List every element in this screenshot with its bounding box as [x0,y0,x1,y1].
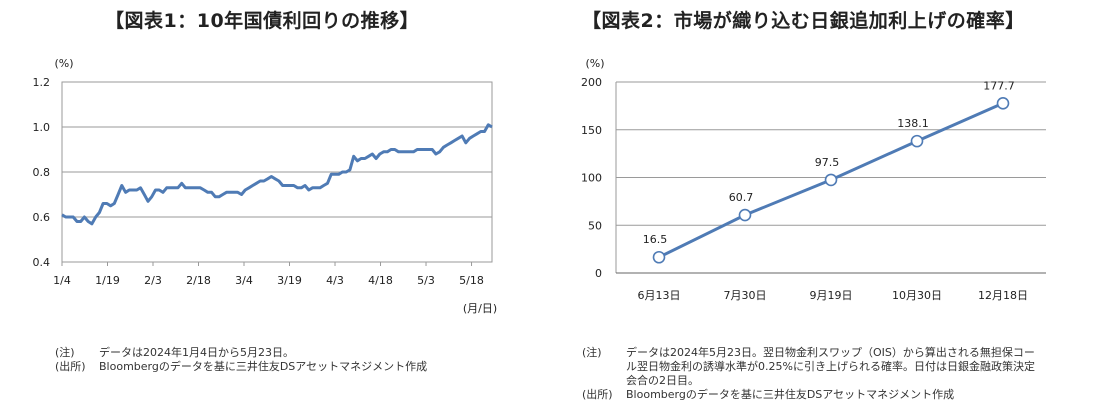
chart2-x-tick-label: 9月19日 [810,289,853,302]
chart2-x-tick-label: 7月30日 [724,289,767,302]
chart2-data-label: 97.5 [815,156,840,169]
chart1-x-tick-label: 5/3 [417,274,435,287]
chart2-source-row: (出所) Bloombergのデータを基に三井住友DSアセットマネジメント作成 [582,388,1042,402]
chart2-data-label: 16.5 [643,233,668,246]
chart2-data-label: 138.1 [897,117,929,130]
source-label: (出所) [582,388,613,401]
note-text: データは2024年1月4日から5月23日。 [99,346,294,359]
chart2-notes: (注) データは2024年5月23日。翌日物金利スワップ（OIS）から算出される… [582,346,1042,402]
chart1-note-row: (注) データは2024年1月4日から5月23日。 [55,346,495,360]
chart1-y-tick-label: 0.6 [33,211,51,224]
chart1-x-tick-label: 3/19 [277,274,302,287]
chart1-x-tick-label: 3/4 [235,274,253,287]
chart1-series-line [61,123,493,226]
chart2-y-tick-label: 0 [595,267,602,280]
note-text: データは2024年5月23日。翌日物金利スワップ（OIS）から算出される無担保コ… [626,346,1035,387]
chart1-notes: (注) データは2024年1月4日から5月23日。 (出所) Bloomberg… [55,346,495,374]
chart2-data-point [996,96,1010,110]
chart2-y-tick-label: 50 [588,219,602,232]
chart2-y-axis-unit: (%) [585,57,604,70]
chart2-data-point [824,173,838,187]
note-label: (注) [582,346,602,359]
chart2-x-tick-label: 6月13日 [638,289,681,302]
chart2-data-point [738,208,752,222]
chart1-x-tick-label: 2/3 [144,274,162,287]
chart2-y-tick-label: 100 [581,172,602,185]
chart1-x-tick-label: 5/18 [459,274,484,287]
note-label: (注) [55,346,75,359]
chart2-y-tick-label: 200 [581,76,602,89]
source-text: Bloombergのデータを基に三井住友DSアセットマネジメント作成 [626,388,955,401]
chart2-x-tick-label: 10月30日 [892,289,942,302]
chart1-x-axis-unit: (月/日) [463,302,497,315]
chart1-y-axis-unit: (%) [54,57,73,70]
chart2-note-row: (注) データは2024年5月23日。翌日物金利スワップ（OIS）から算出される… [582,346,1042,388]
chart1-x-tick-label: 4/18 [368,274,393,287]
chart2-data-label: 177.7 [983,79,1015,92]
chart1-title: 【図表1：10年国債利回りの推移】 [105,10,420,32]
chart1-source-row: (出所) Bloombergのデータを基に三井住友DSアセットマネジメント作成 [55,360,495,374]
chart1-x-tick-label: 1/4 [53,274,71,287]
source-label: (出所) [55,360,86,373]
chart1-x-tick-label: 4/3 [326,274,344,287]
chart1-y-tick-label: 0.8 [33,166,51,179]
chart2-title: 【図表2：市場が織り込む日銀追加利上げの確率】 [582,10,1025,32]
chart2-data-point [910,134,924,148]
chart2-x-tick-label: 12月18日 [978,289,1028,302]
chart1-y-tick-label: 1.2 [33,76,51,89]
chart2-data-label: 60.7 [729,191,754,204]
chart2-data-point [652,250,666,264]
chart2-y-tick-label: 150 [581,124,602,137]
chart1-y-tick-label: 0.4 [33,256,51,269]
chart1-x-tick-label: 1/19 [95,274,120,287]
chart1-y-tick-label: 1.0 [33,121,51,134]
chart1-x-tick-label: 2/18 [186,274,211,287]
source-text: Bloombergのデータを基に三井住友DSアセットマネジメント作成 [99,360,428,373]
